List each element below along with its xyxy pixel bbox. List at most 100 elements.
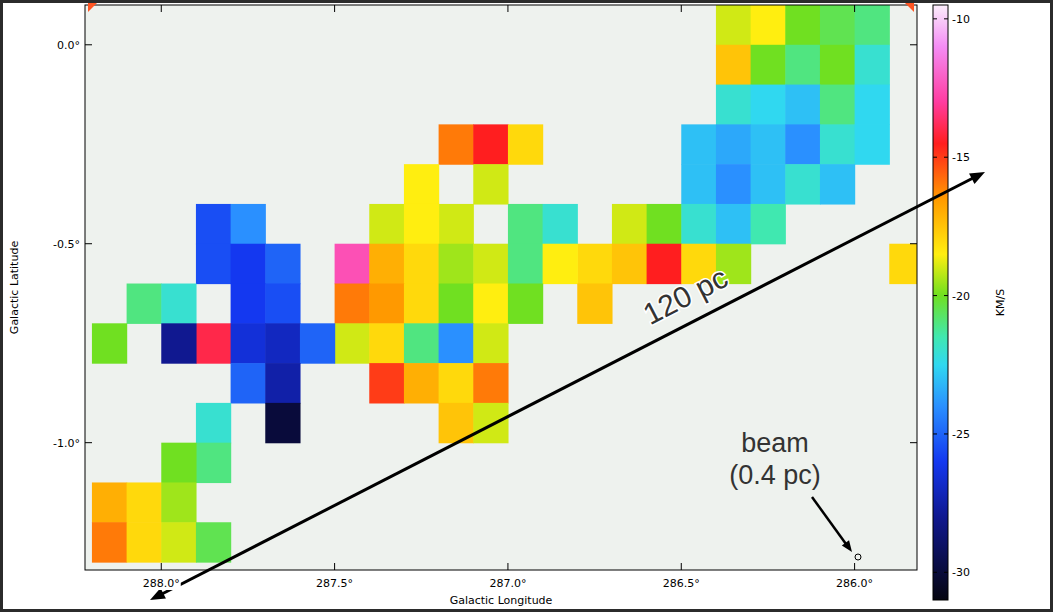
cell (612, 204, 647, 244)
cell (196, 204, 231, 244)
cell (751, 164, 786, 204)
arrow-head (842, 540, 852, 552)
colorbar-tick (944, 572, 948, 573)
colorbar-tick-label: -20 (952, 290, 970, 303)
y-tick (910, 243, 917, 244)
cell (161, 284, 196, 324)
cell (265, 323, 300, 363)
cell (785, 164, 820, 204)
cell (127, 482, 162, 522)
label-patch (835, 577, 874, 590)
cell (439, 124, 474, 164)
x-tick (334, 5, 335, 12)
cell (369, 363, 404, 403)
cell (820, 85, 855, 125)
corner-marker (905, 3, 914, 12)
cell (404, 323, 439, 363)
cell (785, 5, 820, 45)
cell (231, 323, 266, 363)
cell (716, 85, 751, 125)
cell (231, 244, 266, 284)
cell (473, 244, 508, 284)
label-patch (449, 594, 554, 607)
colorbar-tick (933, 433, 937, 434)
cell (404, 204, 439, 244)
label-patch (56, 39, 81, 52)
arrow-head (969, 172, 985, 184)
cell (473, 363, 508, 403)
cell (855, 85, 890, 125)
cells (92, 5, 917, 563)
annotations: 120 pcbeam(0.4 pc) (150, 172, 985, 600)
cell (473, 323, 508, 363)
label-group: 288.0° (142, 577, 181, 590)
x-tick (507, 563, 508, 570)
plot-area (85, 5, 917, 570)
cell (889, 244, 917, 284)
cell (647, 244, 682, 284)
cell (508, 204, 543, 244)
cell (751, 204, 786, 244)
cell (92, 482, 127, 522)
cell (369, 204, 404, 244)
beam (855, 554, 861, 560)
label-group: 287.0° (488, 577, 527, 590)
corner-marker (88, 3, 97, 12)
cell (404, 284, 439, 324)
cell (508, 284, 543, 324)
cell (820, 124, 855, 164)
colorbar-tick-label: -15 (952, 151, 970, 164)
cell (404, 363, 439, 403)
colorbar-tick (933, 295, 937, 296)
cell (231, 204, 266, 244)
colorbar-tick (944, 157, 948, 158)
x-tick-label: 288.0° (143, 577, 180, 590)
x-tick (161, 5, 162, 12)
scale-arrow (158, 176, 977, 596)
label-patch (315, 577, 354, 590)
colorbar-tick (933, 157, 937, 158)
label-group: 0.0° (56, 39, 81, 52)
cell (820, 164, 855, 204)
cell (369, 244, 404, 284)
label-group: -0.5° (52, 238, 81, 251)
cell (716, 124, 751, 164)
cell (508, 124, 543, 164)
cell (612, 244, 647, 284)
y-tick (85, 243, 92, 244)
y-tick-label: 0.0° (57, 39, 80, 52)
colorbar-tick-label: -25 (952, 428, 970, 441)
cell (439, 204, 474, 244)
cell (751, 124, 786, 164)
x-tick-label: 287.0° (489, 577, 526, 590)
colorbar-tick-label: -30 (952, 566, 970, 579)
cell (716, 164, 751, 204)
cell (265, 403, 300, 443)
x-tick (681, 5, 682, 12)
cell (577, 284, 612, 324)
cell (265, 363, 300, 403)
cell (335, 284, 370, 324)
y-tick-label: -0.5° (53, 238, 80, 251)
colorbar-tick (944, 18, 948, 19)
cell (127, 284, 162, 324)
label-patch (488, 577, 527, 590)
cell (161, 522, 196, 562)
cell (196, 244, 231, 284)
y-tick (910, 44, 917, 45)
label-patch (662, 577, 701, 590)
cell (196, 323, 231, 363)
cell (369, 323, 404, 363)
cell (785, 85, 820, 125)
cell (508, 244, 543, 284)
cell (265, 244, 300, 284)
y-tick-label: -1.0° (53, 437, 80, 450)
slide-border (0, 0, 1053, 612)
cell (577, 244, 612, 284)
colorbar-tick (944, 433, 948, 434)
beam-size-label: (0.4 pc) (729, 460, 821, 490)
y-tick (85, 442, 92, 443)
cell (751, 45, 786, 85)
cell (335, 323, 370, 363)
x-axis-title: Galactic Longitude (450, 594, 553, 607)
